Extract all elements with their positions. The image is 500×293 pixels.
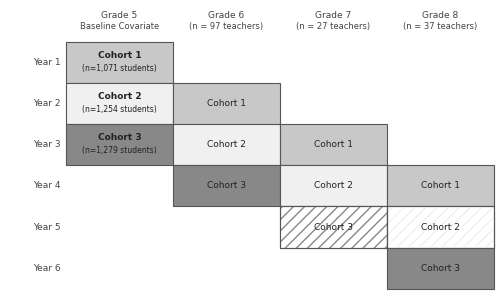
- Bar: [173, 165, 280, 207]
- Bar: [280, 207, 386, 248]
- Bar: [280, 207, 386, 248]
- Bar: [66, 124, 173, 165]
- Text: (n=1,071 students): (n=1,071 students): [82, 64, 157, 73]
- Text: Cohort 1: Cohort 1: [98, 51, 142, 60]
- Text: Cohort 3: Cohort 3: [98, 133, 142, 142]
- Bar: [386, 207, 494, 248]
- Text: Cohort 2: Cohort 2: [314, 181, 352, 190]
- Text: Year 2: Year 2: [34, 99, 61, 108]
- Text: Year 5: Year 5: [34, 223, 61, 231]
- Bar: [280, 124, 386, 165]
- Text: Grade 7: Grade 7: [315, 11, 352, 20]
- Bar: [173, 83, 280, 124]
- Text: Grade 6: Grade 6: [208, 11, 244, 20]
- Text: Cohort 3: Cohort 3: [420, 264, 460, 273]
- Bar: [386, 207, 494, 248]
- Text: Year 1: Year 1: [34, 58, 61, 67]
- Text: Grade 8: Grade 8: [422, 11, 459, 20]
- Text: Cohort 2: Cohort 2: [98, 92, 142, 101]
- Bar: [280, 165, 386, 207]
- Text: Year 6: Year 6: [34, 264, 61, 273]
- Text: Cohort 2: Cohort 2: [421, 223, 460, 231]
- Text: Grade 5: Grade 5: [102, 11, 138, 20]
- Text: (n=1,279 students): (n=1,279 students): [82, 146, 157, 155]
- Text: Cohort 3: Cohort 3: [314, 223, 353, 231]
- Bar: [66, 83, 173, 124]
- Bar: [386, 207, 494, 248]
- Text: Year 3: Year 3: [34, 140, 61, 149]
- Text: Cohort 1: Cohort 1: [420, 181, 460, 190]
- Bar: [386, 165, 494, 207]
- Text: Baseline Covariate: Baseline Covariate: [80, 23, 159, 31]
- Bar: [386, 248, 494, 289]
- Text: Cohort 3: Cohort 3: [207, 181, 246, 190]
- Text: (n = 27 teachers): (n = 27 teachers): [296, 23, 370, 31]
- Bar: [280, 207, 386, 248]
- Text: (n = 37 teachers): (n = 37 teachers): [403, 23, 477, 31]
- Text: Cohort 1: Cohort 1: [207, 99, 246, 108]
- Bar: [66, 42, 173, 83]
- Text: Cohort 1: Cohort 1: [314, 140, 353, 149]
- Text: (n = 97 teachers): (n = 97 teachers): [190, 23, 264, 31]
- Text: Cohort 2: Cohort 2: [207, 140, 246, 149]
- Bar: [173, 124, 280, 165]
- Text: (n=1,254 students): (n=1,254 students): [82, 105, 157, 114]
- Text: Year 4: Year 4: [34, 181, 61, 190]
